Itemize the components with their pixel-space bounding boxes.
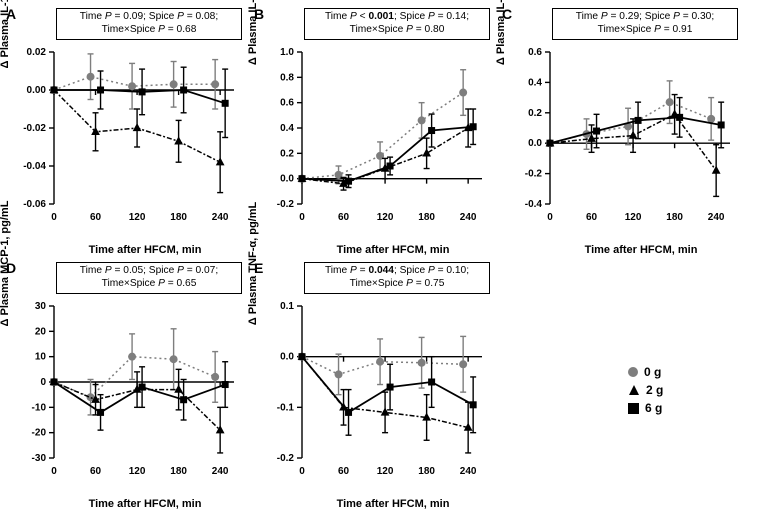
svg-text:0.4: 0.4 (528, 77, 542, 88)
plot-C: -0.4-0.20.00.20.40.6060120180240 (550, 50, 734, 230)
svg-text:180: 180 (666, 212, 683, 223)
panel-B: B Time P < 0.001; Spice P = 0.14;Time×Sp… (254, 6, 494, 256)
svg-text:-10: -10 (32, 402, 47, 413)
stat-box: Time P = 0.09; Spice P = 0.08;Time×Spice… (56, 8, 242, 40)
svg-text:240: 240 (212, 466, 229, 477)
svg-text:240: 240 (460, 212, 477, 223)
svg-text:120: 120 (625, 212, 642, 223)
y-axis-label: Δ Plasma IL-8, pg/mL (495, 0, 507, 82)
plot-E: -0.2-0.10.00.1060120180240 (302, 304, 486, 484)
legend-label: 2 g (646, 383, 663, 397)
svg-text:120: 120 (377, 466, 394, 477)
svg-text:180: 180 (170, 466, 187, 477)
y-axis-label: Δ Plasma MCP-1, pg/mL (0, 191, 11, 336)
svg-text:0.1: 0.1 (280, 301, 294, 312)
x-axis-label: Time after HFCM, min (300, 244, 486, 256)
svg-text:0.0: 0.0 (280, 174, 294, 185)
panel-E: E Time P = 0.044; Spice P = 0.10;Time×Sp… (254, 260, 494, 510)
svg-text:60: 60 (586, 212, 598, 223)
y-axis-label: Δ Plasma IL-1β, pg/mL (0, 0, 11, 82)
y-axis-label: Δ Plasma IL-6, pg/mL (247, 0, 259, 82)
svg-text:-0.06: -0.06 (23, 199, 46, 210)
legend-label: 0 g (644, 365, 661, 379)
x-axis-label: Time after HFCM, min (52, 244, 238, 256)
circle-icon (628, 367, 638, 377)
panel-D: D Time P = 0.05; Spice P = 0.07;Time×Spi… (6, 260, 246, 510)
svg-text:60: 60 (338, 466, 350, 477)
svg-text:0.8: 0.8 (280, 72, 294, 83)
svg-text:0.2: 0.2 (528, 108, 542, 119)
svg-text:10: 10 (35, 352, 47, 363)
svg-text:0: 0 (40, 377, 46, 388)
svg-text:-0.2: -0.2 (277, 453, 295, 464)
svg-text:240: 240 (708, 212, 725, 223)
svg-text:0.0: 0.0 (280, 352, 294, 363)
svg-text:-20: -20 (32, 428, 47, 439)
svg-text:-0.04: -0.04 (23, 161, 46, 172)
svg-text:60: 60 (90, 212, 102, 223)
plot-A: -0.06-0.04-0.020.000.02060120180240 (54, 50, 238, 230)
figure-grid: A Time P = 0.09; Spice P = 0.08;Time×Spi… (6, 6, 755, 510)
svg-text:0: 0 (547, 212, 553, 223)
svg-text:0.6: 0.6 (528, 47, 542, 58)
svg-text:-0.1: -0.1 (277, 402, 295, 413)
svg-text:-0.2: -0.2 (525, 169, 543, 180)
svg-text:120: 120 (129, 466, 146, 477)
legend: 0 g 2 g 6 g (628, 361, 663, 419)
svg-text:20: 20 (35, 326, 47, 337)
svg-text:0: 0 (299, 212, 305, 223)
square-icon (628, 403, 639, 414)
plot-B: -0.20.00.20.40.60.81.0060120180240 (302, 50, 486, 230)
svg-text:-0.4: -0.4 (525, 199, 543, 210)
svg-text:0: 0 (51, 466, 57, 477)
svg-text:240: 240 (212, 212, 229, 223)
stat-box: Time P = 0.05; Spice P = 0.07;Time×Spice… (56, 262, 242, 294)
stat-box: Time P < 0.001; Spice P = 0.14;Time×Spic… (304, 8, 490, 40)
panel-C: C Time P = 0.29; Spice P = 0.30;Time×Spi… (502, 6, 742, 256)
plot-D: -30-20-100102030060120180240 (54, 304, 238, 484)
legend-item-0g: 0 g (628, 365, 663, 379)
triangle-icon (628, 384, 640, 396)
svg-text:0: 0 (299, 466, 305, 477)
x-axis-label: Time after HFCM, min (548, 244, 734, 256)
legend-label: 6 g (645, 401, 662, 415)
svg-text:-30: -30 (32, 453, 47, 464)
svg-text:30: 30 (35, 301, 47, 312)
x-axis-label: Time after HFCM, min (300, 498, 486, 510)
svg-text:60: 60 (90, 466, 102, 477)
svg-text:120: 120 (377, 212, 394, 223)
svg-text:240: 240 (460, 466, 477, 477)
y-axis-label: Δ Plasma TNF-α, pg/mL (247, 191, 259, 336)
stat-box: Time P = 0.044; Spice P = 0.10;Time×Spic… (304, 262, 490, 294)
svg-text:180: 180 (418, 466, 435, 477)
x-axis-label: Time after HFCM, min (52, 498, 238, 510)
svg-text:60: 60 (338, 212, 350, 223)
svg-text:0.0: 0.0 (528, 138, 542, 149)
panel-A: A Time P = 0.09; Spice P = 0.08;Time×Spi… (6, 6, 246, 256)
svg-text:180: 180 (170, 212, 187, 223)
svg-text:1.0: 1.0 (280, 47, 294, 58)
svg-text:0.02: 0.02 (27, 47, 47, 58)
svg-text:-0.02: -0.02 (23, 123, 46, 134)
svg-text:180: 180 (418, 212, 435, 223)
svg-text:0.00: 0.00 (27, 85, 47, 96)
svg-text:0.6: 0.6 (280, 98, 294, 109)
svg-text:0.2: 0.2 (280, 148, 294, 159)
legend-item-2g: 2 g (628, 383, 663, 397)
legend-item-6g: 6 g (628, 401, 663, 415)
svg-text:-0.2: -0.2 (277, 199, 295, 210)
stat-box: Time P = 0.29; Spice P = 0.30;Time×Spice… (552, 8, 738, 40)
svg-text:120: 120 (129, 212, 146, 223)
svg-text:0: 0 (51, 212, 57, 223)
svg-text:0.4: 0.4 (280, 123, 294, 134)
